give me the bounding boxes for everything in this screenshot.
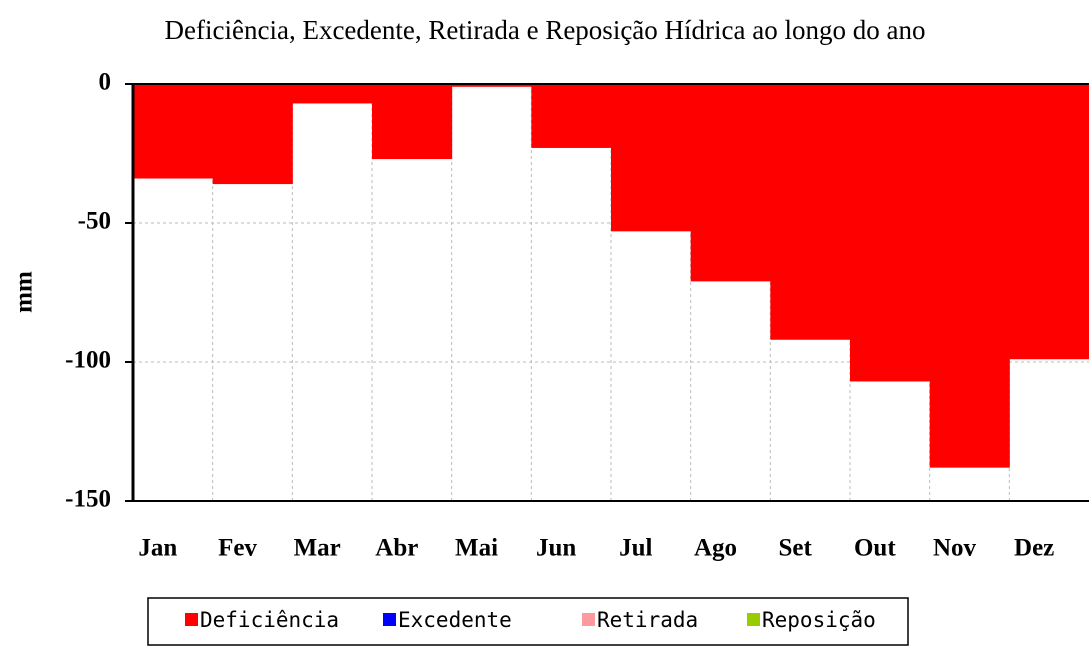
x-tick-label: Set (779, 535, 813, 562)
legend-label: Reposição (762, 608, 876, 632)
x-tick-label: Fev (218, 535, 257, 562)
y-axis-label: mm (11, 271, 38, 313)
x-tick-label: Abr (375, 535, 418, 562)
y-tick-label: 0 (99, 69, 112, 96)
bar (531, 84, 612, 148)
legend-label: Excedente (398, 608, 512, 632)
x-tick-label: Jun (536, 535, 576, 562)
x-tick-label: Jul (619, 535, 652, 562)
legend-label: Retirada (597, 608, 698, 632)
bar (212, 84, 293, 185)
x-tick-label: Jan (138, 535, 177, 562)
bar (690, 84, 771, 282)
x-tick-label: Out (854, 535, 896, 562)
bar (1009, 84, 1089, 360)
x-tick-label: Mar (294, 535, 341, 562)
y-tick-label: -150 (65, 486, 111, 513)
legend-label: Deficiência (200, 608, 339, 632)
legend-swatch (747, 613, 760, 626)
legend-box (147, 597, 909, 646)
x-tick-label: Nov (933, 535, 977, 562)
chart-title: Deficiência, Excedente, Retirada e Repos… (164, 15, 926, 45)
y-tick-label: -100 (65, 347, 111, 374)
x-tick-label: Ago (694, 535, 737, 562)
bar (850, 84, 931, 382)
bar (451, 84, 532, 87)
bar (611, 84, 692, 232)
bar (133, 84, 214, 179)
bar (929, 84, 1010, 468)
legend-swatch (185, 613, 198, 626)
bar (372, 84, 453, 160)
bar (292, 84, 373, 104)
x-tick-label: Dez (1014, 535, 1054, 562)
x-tick-label: Mai (455, 535, 498, 562)
bar (770, 84, 851, 340)
y-tick-label: -50 (78, 208, 111, 235)
legend-swatch (383, 613, 396, 626)
legend-swatch (582, 613, 595, 626)
